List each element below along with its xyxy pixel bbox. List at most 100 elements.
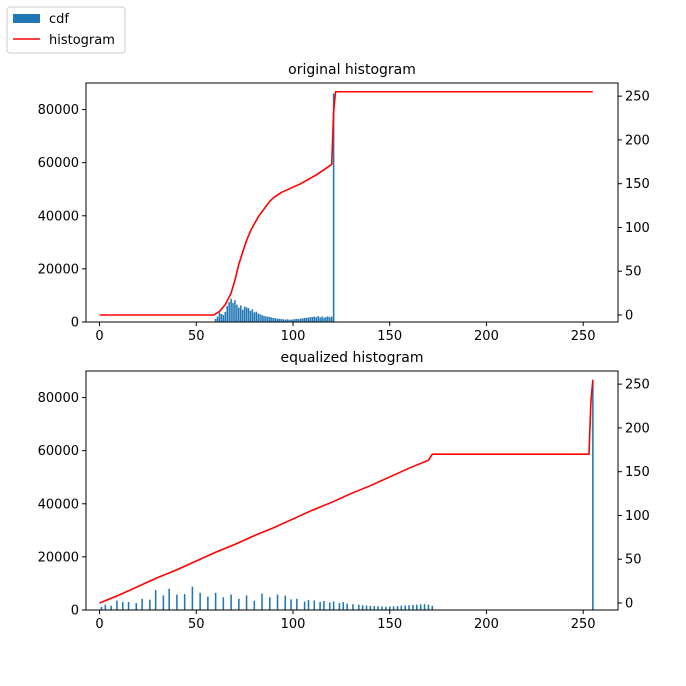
histogram-bar xyxy=(325,316,327,322)
histogram-bar xyxy=(412,604,414,610)
histogram-bar xyxy=(330,316,333,322)
histogram-bar xyxy=(416,604,418,610)
histogram-bar xyxy=(592,381,594,610)
x-tick-label: 200 xyxy=(474,617,499,632)
histogram-bar xyxy=(396,606,399,610)
histogram-bar xyxy=(313,600,316,610)
histogram-bar xyxy=(149,599,151,610)
histogram-bar xyxy=(404,605,406,610)
x-tick-label: 250 xyxy=(571,617,596,632)
histogram-bar xyxy=(294,319,296,322)
histogram-bar xyxy=(116,600,118,610)
histogram-bar xyxy=(365,605,368,610)
histogram-bar xyxy=(419,604,422,610)
original-histogram-title: original histogram xyxy=(288,62,416,78)
x-tick-label: 200 xyxy=(474,329,499,344)
histogram-bar xyxy=(261,593,263,610)
y-tick-label: 20000 xyxy=(38,550,79,565)
histogram-bar xyxy=(230,298,232,322)
histogram-bar xyxy=(319,602,321,610)
original-histogram-bars xyxy=(214,93,335,323)
histogram-bar xyxy=(299,318,302,322)
histogram-bar xyxy=(313,316,316,322)
histogram-bar xyxy=(207,596,209,610)
histogram-bar xyxy=(247,308,250,322)
histogram-bar xyxy=(427,604,430,610)
y2-tick-label: 100 xyxy=(625,221,650,236)
histogram-bar xyxy=(338,603,341,610)
histogram-bar xyxy=(267,316,269,322)
histogram-bar xyxy=(245,595,248,610)
histogram-bar xyxy=(284,319,287,322)
histogram-bar xyxy=(218,312,221,322)
histogram-bar xyxy=(222,597,225,610)
histogram-bar xyxy=(176,594,178,610)
histogram-bar xyxy=(431,605,434,610)
histogram-bar xyxy=(274,318,277,322)
y-tick-label: 60000 xyxy=(38,444,79,459)
histogram-bar xyxy=(253,600,256,610)
x-tick-label: 100 xyxy=(281,329,306,344)
histogram-bar xyxy=(423,604,426,610)
y-tick-label: 80000 xyxy=(38,391,79,406)
histogram-bar xyxy=(104,604,107,610)
histogram-bar xyxy=(253,312,256,322)
equalized-histogram-plot: equalized histogram 0 50 100 150 200 25002000… xyxy=(38,350,650,632)
y-tick-label: 0 xyxy=(71,316,79,331)
plot-frame xyxy=(85,82,619,323)
histogram-bar xyxy=(226,306,228,322)
y-tick-label: 40000 xyxy=(38,209,79,224)
histogram-bar xyxy=(290,319,292,322)
plot-frame xyxy=(85,370,619,611)
histogram-bar xyxy=(272,318,275,322)
histogram-bar xyxy=(296,318,298,322)
y2-tick-label: 0 xyxy=(625,596,633,611)
y2-tick-label: 250 xyxy=(625,378,650,393)
original-histogram-line xyxy=(99,90,593,316)
histogram-bar xyxy=(346,603,348,610)
histogram-bar xyxy=(282,319,285,322)
histogram-bar xyxy=(332,601,335,610)
histogram-bar xyxy=(342,602,345,610)
x-tick-label: 0 xyxy=(95,329,103,344)
histogram-bar xyxy=(263,315,265,322)
histogram-bar xyxy=(311,316,314,322)
histogram-bar xyxy=(216,316,219,322)
x-tick-label: 50 xyxy=(188,617,205,632)
x-tick-label: 100 xyxy=(281,617,306,632)
histogram-bar xyxy=(323,317,325,322)
histogram-bar xyxy=(100,606,103,610)
histogram-bar xyxy=(369,605,372,610)
histogram-bar xyxy=(328,317,331,322)
y2-tick-label: 0 xyxy=(625,308,633,323)
histogram-bar xyxy=(280,319,283,322)
histogram-bar xyxy=(377,606,379,610)
histogram-bar xyxy=(183,594,186,610)
legend-histogram-label: histogram xyxy=(49,33,115,48)
histogram-bar xyxy=(328,602,331,610)
histogram-bar xyxy=(276,594,279,610)
y2-tick-label: 150 xyxy=(625,465,650,480)
histogram-bar xyxy=(168,588,170,610)
y-tick-label: 60000 xyxy=(38,156,79,171)
histogram-bar xyxy=(236,304,238,322)
y-tick-label: 40000 xyxy=(38,497,79,512)
histogram-bar xyxy=(241,309,244,322)
histogram-bar xyxy=(230,594,232,610)
histogram-bar xyxy=(298,319,300,322)
histogram-bar xyxy=(239,305,242,322)
x-tick-label: 250 xyxy=(571,329,596,344)
histogram-bar xyxy=(286,319,288,322)
histogram-bar xyxy=(121,602,124,610)
y2-tick-label: 100 xyxy=(625,509,650,524)
histogram-bar xyxy=(352,604,354,610)
equalized-histogram-line xyxy=(99,379,594,604)
y2-tick-label: 200 xyxy=(625,421,650,436)
histogram-bar xyxy=(162,595,165,610)
histogram-bar xyxy=(214,592,217,610)
cdf-line xyxy=(99,379,594,604)
histogram-bar xyxy=(385,606,387,610)
y2-tick-label: 150 xyxy=(625,177,650,192)
equalized-histogram-bars xyxy=(100,381,594,610)
histogram-bar xyxy=(301,318,304,322)
